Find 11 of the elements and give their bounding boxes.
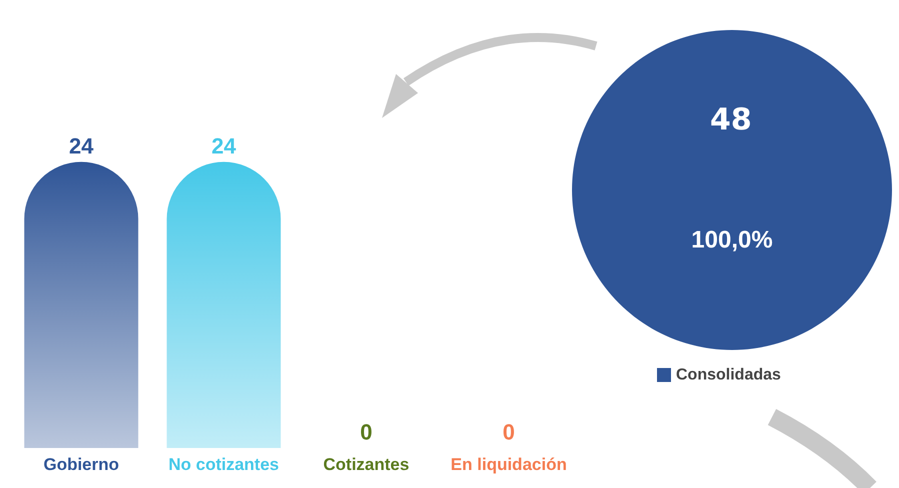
data-label: 24	[69, 133, 94, 158]
data-label: 100,0%	[691, 226, 773, 254]
x-tick-label: En liquidación	[450, 455, 567, 474]
x-tick-label: Cotizantes	[323, 455, 410, 474]
x-tick-label: No cotizantes	[168, 455, 280, 474]
legend-label: Consolidadas	[676, 366, 782, 384]
data-label: 0	[502, 420, 515, 444]
text: 48	[710, 102, 752, 138]
data-label: 24	[212, 133, 237, 158]
data-label: 0	[360, 420, 372, 444]
x-tick-label: Gobierno	[43, 455, 120, 474]
